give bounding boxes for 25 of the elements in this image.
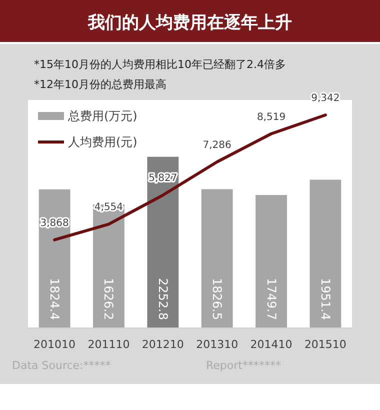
data-label: 1826.5 [210,278,224,320]
data-label: 7,286 [202,140,232,151]
x-tick-label: 201410 [250,338,292,351]
legend-label: 总费用(万元) [67,109,138,123]
chart-title: 我们的人均费用在逐年上升 [87,13,292,33]
data-label: 1951.4 [318,278,332,320]
x-tick-label: 201510 [304,338,346,351]
data-label: 5,827 [148,173,178,184]
data-label: 9,342 [311,93,340,104]
x-tick-label: 201010 [34,338,76,351]
data-label: 1824.4 [48,278,62,320]
legend-label: 人均费用(元) [68,135,138,149]
data-label: 1626.2 [102,278,116,320]
chart-subtitle: *15年10月份的人均费用相比10年已经翻了2.4倍多 *12年10月份的总费用最高 [34,58,286,91]
data-label: 8,519 [256,112,286,123]
bar [201,189,233,328]
x-tick-label: 201110 [88,338,130,351]
bar [310,180,342,328]
data-label: 3,868 [40,218,69,229]
bar [256,195,287,328]
x-tick-label: 201310 [196,338,238,351]
data-label: 4,554 [94,202,124,214]
data-label: 1749.7 [264,278,278,320]
x-tick-label: 201210 [142,338,184,351]
data-label: 2252.8 [156,278,170,320]
